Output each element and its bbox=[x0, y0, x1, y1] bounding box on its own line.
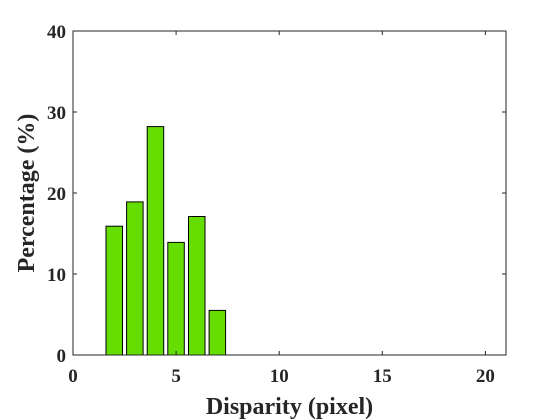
bars-group bbox=[105, 126, 227, 356]
y-tick-label-20: 20 bbox=[47, 184, 66, 205]
x-axis-title: Disparity (pixel) bbox=[206, 394, 373, 420]
bar-x-5 bbox=[167, 241, 185, 356]
y-tick-label-40: 40 bbox=[47, 22, 66, 43]
bar-x-4 bbox=[146, 126, 165, 356]
y-tick-label-10: 10 bbox=[47, 265, 66, 286]
y-tick-label-30: 30 bbox=[47, 103, 66, 124]
x-tick-label-5: 5 bbox=[171, 366, 181, 387]
x-tick-label-15: 15 bbox=[373, 366, 392, 387]
x-tick-label-10: 10 bbox=[270, 366, 289, 387]
bar-x-3 bbox=[126, 201, 144, 356]
tick-labels-group: 0 5 10 15 20 0 10 20 30 40 bbox=[47, 22, 495, 387]
bar-x-7 bbox=[208, 309, 227, 356]
ticks-group bbox=[72, 30, 506, 356]
x-tick-label-0: 0 bbox=[68, 366, 78, 387]
bar-x-6 bbox=[188, 216, 206, 356]
y-tick-label-0: 0 bbox=[57, 346, 67, 367]
bar-x-2 bbox=[105, 225, 123, 356]
x-tick-label-20: 20 bbox=[476, 366, 495, 387]
y-axis-title: Percentage (%) bbox=[14, 114, 40, 273]
